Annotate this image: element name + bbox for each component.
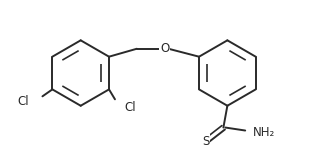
Text: Cl: Cl — [17, 95, 29, 108]
Text: O: O — [160, 42, 169, 55]
Text: NH₂: NH₂ — [253, 126, 275, 139]
Text: Cl: Cl — [125, 101, 137, 114]
Text: S: S — [202, 135, 209, 148]
